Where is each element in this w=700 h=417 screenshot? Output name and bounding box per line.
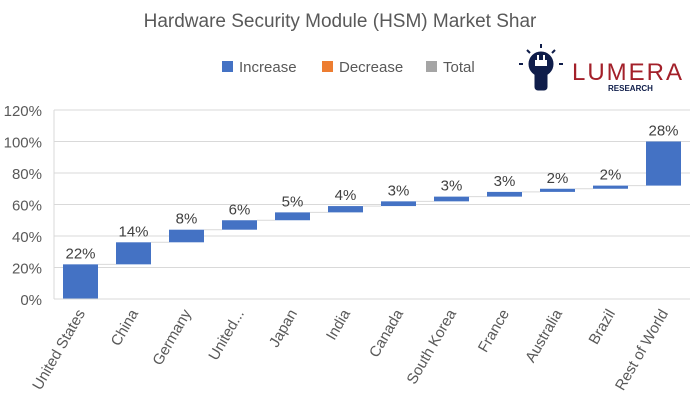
data-label: 5% — [282, 193, 304, 210]
data-label: 22% — [65, 245, 95, 262]
data-label: 3% — [388, 182, 410, 199]
x-tick-label: Japan — [266, 307, 301, 351]
y-tick-label: 20% — [12, 261, 42, 278]
x-tick-label: Brazil — [585, 307, 618, 348]
legend-label: Total — [443, 59, 475, 76]
data-label: 28% — [648, 123, 678, 140]
data-label: 2% — [547, 170, 569, 187]
x-tick-label: Germany — [149, 306, 195, 368]
legend: Increase Decrease Total — [222, 59, 475, 76]
legend-label: Decrease — [339, 59, 403, 76]
legend-label: Increase — [239, 59, 297, 76]
bar — [169, 229, 204, 243]
legend-swatch — [222, 61, 233, 72]
y-axis: 0% 20% 40% 60% 80% 100% 120% — [4, 103, 55, 309]
bar — [487, 191, 522, 197]
y-tick-label: 120% — [4, 103, 42, 120]
data-label: 4% — [335, 187, 357, 204]
x-tick-label: Rest of World — [612, 307, 672, 394]
y-tick-label: 0% — [20, 292, 42, 309]
bar — [540, 188, 575, 192]
y-tick-label: 80% — [12, 166, 42, 183]
x-tick-label: Australia — [522, 306, 566, 366]
lumera-logo: LUMERA RESEARCH — [519, 44, 684, 93]
legend-swatch — [322, 61, 333, 72]
bar — [328, 206, 363, 213]
bar — [593, 185, 628, 189]
x-tick-label: United... — [205, 307, 248, 364]
logo-subtext: RESEARCH — [608, 84, 653, 93]
data-label: 2% — [600, 167, 622, 184]
x-tick-label: India — [323, 306, 354, 343]
data-label: 6% — [229, 201, 251, 218]
y-tick-label: 40% — [12, 229, 42, 246]
bar — [116, 242, 151, 265]
x-axis: United States China Germany United... Japan I… — [29, 298, 690, 394]
x-tick-label: Canada — [366, 306, 407, 361]
y-tick-label: 100% — [4, 135, 42, 152]
chart-title: Hardware Security Module (HSM) Market Sh… — [144, 11, 537, 32]
data-label: 3% — [441, 178, 463, 195]
bar — [222, 220, 257, 230]
bar — [63, 264, 98, 299]
legend-swatch — [426, 61, 437, 72]
bar — [381, 201, 416, 207]
logo-text: LUMERA — [572, 59, 684, 86]
bar — [275, 212, 310, 221]
y-tick-label: 60% — [12, 198, 42, 215]
x-tick-label: China — [108, 306, 143, 349]
gridlines — [54, 109, 690, 300]
data-label: 8% — [176, 211, 198, 228]
bar — [646, 141, 681, 186]
data-label: 3% — [494, 173, 516, 190]
lightbulb-icon — [519, 44, 563, 91]
data-label: 14% — [118, 223, 148, 240]
x-tick-label: South Korea — [404, 306, 461, 387]
bar — [434, 196, 469, 202]
x-tick-label: United States — [29, 307, 89, 393]
x-tick-label: France — [475, 307, 513, 356]
bars: 22% 14% 8% 6% 5% 4% 3% 3% 3% 2% 2% 28% — [63, 123, 681, 299]
